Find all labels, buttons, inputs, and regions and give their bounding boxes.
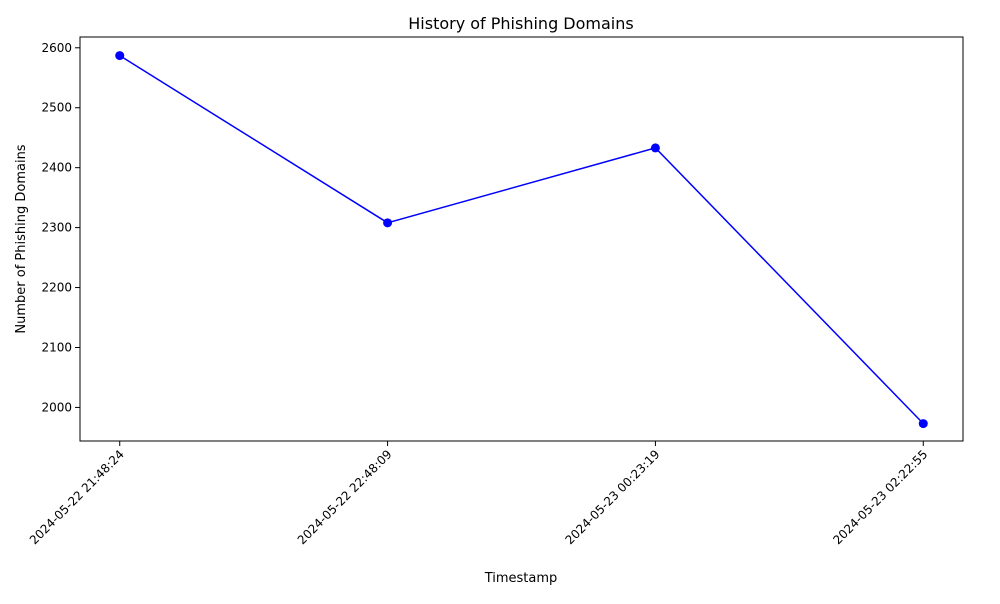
data-point bbox=[383, 218, 393, 228]
chart-title: History of Phishing Domains bbox=[408, 14, 633, 33]
y-tick-label: 2300 bbox=[41, 221, 72, 235]
data-point bbox=[115, 51, 125, 61]
y-tick-label: 2400 bbox=[41, 161, 72, 175]
y-tick-label: 2600 bbox=[41, 41, 72, 55]
y-tick-label: 2200 bbox=[41, 281, 72, 295]
y-axis-label: Number of Phishing Domains bbox=[14, 144, 29, 333]
data-point bbox=[918, 419, 928, 429]
y-tick-label: 2100 bbox=[41, 340, 72, 354]
y-tick-label: 2500 bbox=[41, 101, 72, 115]
plot-frame bbox=[79, 36, 964, 442]
y-tick-label: 2000 bbox=[41, 400, 72, 414]
data-point bbox=[650, 143, 660, 153]
x-axis-label: Timestamp bbox=[484, 571, 558, 586]
series-line bbox=[119, 54, 924, 425]
